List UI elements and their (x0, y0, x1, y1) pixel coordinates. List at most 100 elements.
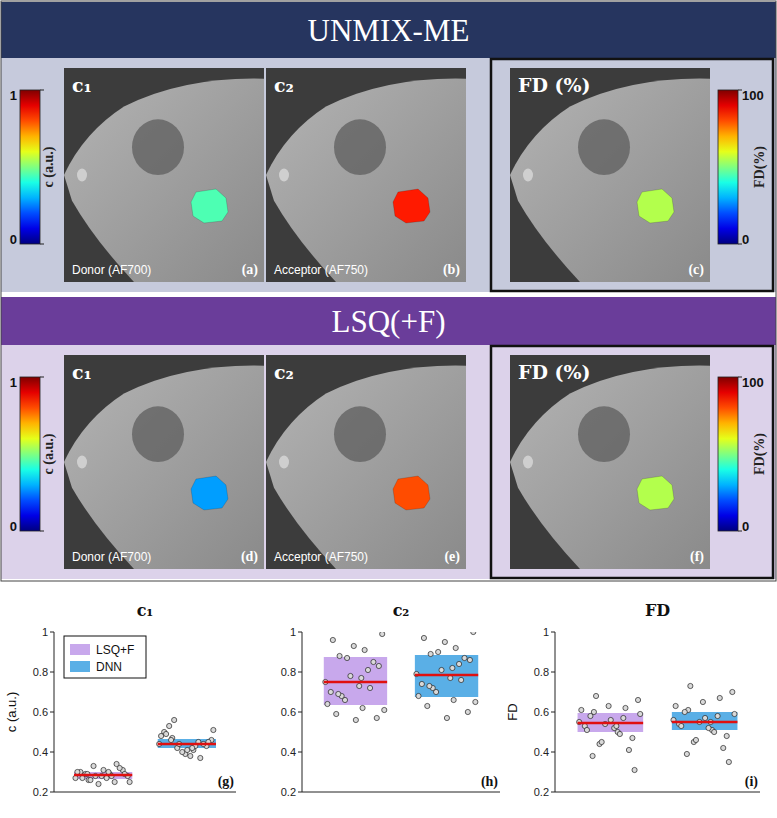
data-point (190, 745, 195, 750)
y-tick-label: 0.6 (281, 706, 296, 718)
legend-label: LSQ+F (96, 643, 134, 657)
box (158, 739, 216, 748)
data-point (715, 713, 720, 718)
map-caption: Acceptor (AF750) (274, 263, 368, 277)
y-tick (50, 632, 54, 633)
map-label: c₁ (72, 361, 92, 383)
y-tick (551, 792, 555, 793)
map-label: FD (%) (518, 74, 591, 96)
median-line (672, 721, 738, 724)
mouse-eye (279, 169, 289, 182)
data-point (114, 761, 119, 766)
chart-title: c₁ (137, 601, 154, 620)
y-tick (298, 792, 302, 793)
data-point (330, 637, 335, 642)
data-point (421, 635, 426, 640)
y-tick (298, 632, 302, 633)
colorbar-tick-label: 100 (742, 88, 764, 103)
data-point (351, 643, 356, 648)
data-point (127, 779, 132, 784)
box (672, 712, 738, 730)
median-line (324, 681, 387, 684)
section-title: UNMIX-ME (308, 13, 470, 48)
colorbar-tick-label: 0 (10, 519, 17, 534)
map-label: c₂ (274, 361, 294, 383)
data-point (439, 667, 444, 672)
panel-label: (g) (218, 774, 235, 790)
y-tick (298, 672, 302, 673)
data-point (416, 693, 421, 698)
box (324, 657, 387, 705)
legend-label: DNN (96, 660, 122, 674)
y-tick-label: 0.6 (534, 706, 549, 718)
data-point (599, 739, 604, 744)
data-point (419, 681, 424, 686)
median-line (158, 743, 216, 746)
data-point (374, 715, 379, 720)
signal-region (191, 476, 228, 510)
data-point (444, 715, 449, 720)
data-point (365, 667, 370, 672)
data-point (428, 651, 433, 656)
data-point (344, 655, 349, 660)
data-point (180, 749, 185, 754)
section-panel (1, 345, 776, 579)
colorbar (20, 377, 40, 531)
y-tick-label: 0.8 (281, 666, 296, 678)
data-point (453, 645, 458, 650)
data-point (730, 689, 735, 694)
data-point (168, 737, 173, 742)
data-point (96, 781, 101, 786)
signal-region (191, 189, 228, 223)
y-tick (50, 792, 54, 793)
data-point (456, 661, 461, 666)
mouse-body (64, 366, 264, 569)
signal-region (393, 189, 430, 223)
data-point (334, 711, 339, 716)
image-background (266, 355, 466, 569)
data-point (359, 675, 364, 680)
data-point (684, 751, 689, 756)
y-tick-label: 1 (543, 626, 549, 638)
colorbar-tick-label: 0 (742, 232, 749, 247)
y-tick-label: 0.8 (33, 666, 48, 678)
panel-label: (b) (443, 262, 460, 278)
box-chart: c₁0.20.40.60.81c (a.u.)(g)LSQ+FDNN (4, 601, 236, 798)
data-point (638, 711, 643, 716)
y-tick-label: 0.4 (534, 746, 549, 758)
colorbar-tick (40, 90, 44, 91)
colorbar-tick-label: 0 (10, 232, 17, 247)
data-point (700, 699, 705, 704)
highlight-frame (491, 59, 773, 291)
highlight-frame (491, 346, 773, 578)
data-point (630, 735, 635, 740)
x-axis (302, 792, 500, 793)
y-tick (551, 632, 555, 633)
plot-area (73, 717, 216, 786)
y-tick (298, 752, 302, 753)
data-point (621, 715, 626, 720)
data-point (380, 632, 385, 637)
data-point (91, 763, 96, 768)
data-point (371, 659, 376, 664)
panel-label: (d) (241, 549, 258, 565)
panel-label: (h) (481, 774, 498, 790)
data-point (185, 747, 190, 752)
mouse-body (510, 366, 710, 569)
section: UNMIX-ME01c (a.u.)0100FD(%)c₁Donor (AF70… (1, 2, 776, 292)
image-background (510, 355, 710, 569)
data-point (188, 753, 193, 758)
y-tick-label: 0.2 (534, 786, 549, 798)
y-tick (50, 712, 54, 713)
panel-label: (e) (444, 549, 460, 565)
mouse-eye (77, 456, 87, 469)
data-point (337, 653, 342, 658)
mouse-ear (334, 406, 386, 462)
y-tick-label: 0.6 (33, 706, 48, 718)
y-tick-label: 0.4 (281, 746, 296, 758)
signal-region (637, 476, 674, 510)
data-point (101, 767, 106, 772)
data-point (584, 727, 589, 732)
chart-title: FD (645, 601, 670, 620)
y-tick (50, 672, 54, 673)
